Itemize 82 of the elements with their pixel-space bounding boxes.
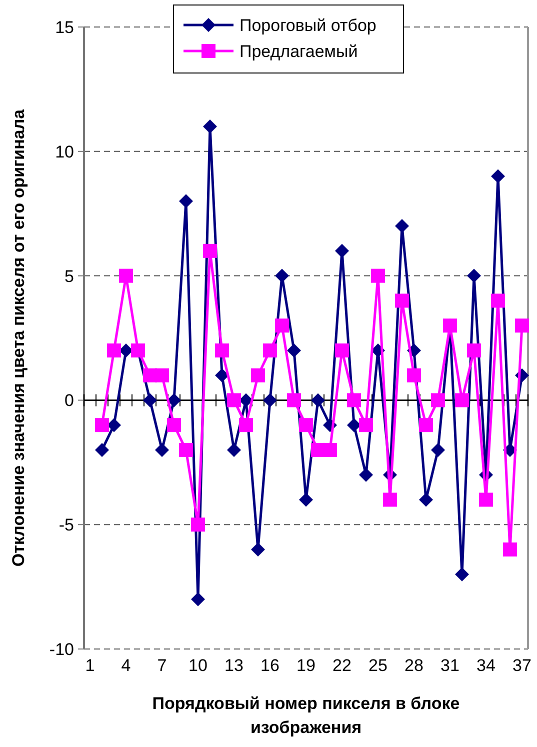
point (383, 492, 397, 507)
point (215, 368, 229, 382)
point (299, 418, 313, 432)
point (239, 393, 253, 408)
x-tick-label: 13 (224, 656, 244, 675)
point (95, 442, 109, 457)
point (287, 393, 301, 408)
point (155, 368, 169, 382)
x-tick-label: 16 (260, 656, 280, 675)
point (431, 393, 445, 408)
legend-label: Пороговый отбор (240, 16, 376, 35)
x-tick-label: 31 (440, 656, 460, 675)
point (107, 418, 121, 432)
point (227, 442, 241, 457)
y-tick-label: -5 (58, 516, 74, 535)
point (203, 244, 217, 258)
y-axis-title: Отклонение значения цвета пикселя от его оригинала (9, 108, 28, 567)
point (491, 294, 505, 308)
point (95, 418, 109, 432)
point (167, 393, 181, 408)
point (167, 418, 181, 432)
point (311, 393, 325, 408)
point (479, 492, 493, 507)
point (251, 542, 265, 556)
y-tick-label: 15 (55, 18, 74, 37)
point (371, 268, 385, 283)
point (119, 268, 133, 283)
y-tick-label: -10 (49, 640, 74, 659)
point (347, 418, 361, 432)
point (203, 120, 217, 134)
point (227, 393, 241, 408)
point (215, 343, 229, 358)
point (251, 368, 265, 382)
point (143, 393, 157, 408)
point (419, 418, 433, 432)
x-tick-label: 19 (296, 656, 316, 675)
point (239, 418, 253, 432)
point (275, 268, 289, 283)
x-tick-label: 1 (85, 656, 95, 675)
x-tick-label: 7 (157, 656, 167, 675)
point (323, 442, 337, 457)
point (335, 244, 349, 258)
point (359, 468, 373, 482)
point (515, 318, 529, 333)
point (419, 492, 433, 507)
x-tick-label: 4 (121, 656, 131, 675)
point (467, 343, 481, 358)
point (107, 343, 121, 358)
legend-label: Предлагаемый (240, 42, 358, 61)
point (503, 542, 517, 556)
x-tick-label: 34 (476, 656, 496, 675)
point (299, 492, 313, 507)
point (179, 194, 193, 208)
point (455, 393, 469, 408)
x-axis-title: Порядковый номер пикселя в блоке изображения (152, 694, 460, 737)
point (179, 442, 193, 457)
y-tick-label: 0 (64, 391, 74, 410)
point (119, 343, 133, 358)
point (335, 343, 349, 358)
point (191, 518, 205, 532)
point (347, 393, 361, 408)
point (395, 219, 409, 234)
y-tick-label: 10 (55, 142, 74, 162)
point (155, 442, 169, 457)
point (263, 393, 277, 408)
point (263, 343, 277, 358)
point (395, 294, 409, 308)
x-tick-label: 10 (188, 656, 208, 675)
y-tick-label: 5 (64, 266, 74, 286)
x-tick-label: 25 (368, 656, 388, 675)
point (407, 368, 421, 382)
point (467, 268, 481, 283)
x-tick-label: 37 (512, 656, 532, 675)
point (431, 442, 445, 457)
point (455, 567, 469, 582)
point (287, 343, 301, 358)
x-tick-label: 28 (404, 656, 424, 675)
x-tick-label: 22 (332, 656, 352, 675)
point (191, 592, 205, 606)
point (359, 418, 373, 432)
point (275, 318, 289, 333)
point (491, 169, 505, 184)
